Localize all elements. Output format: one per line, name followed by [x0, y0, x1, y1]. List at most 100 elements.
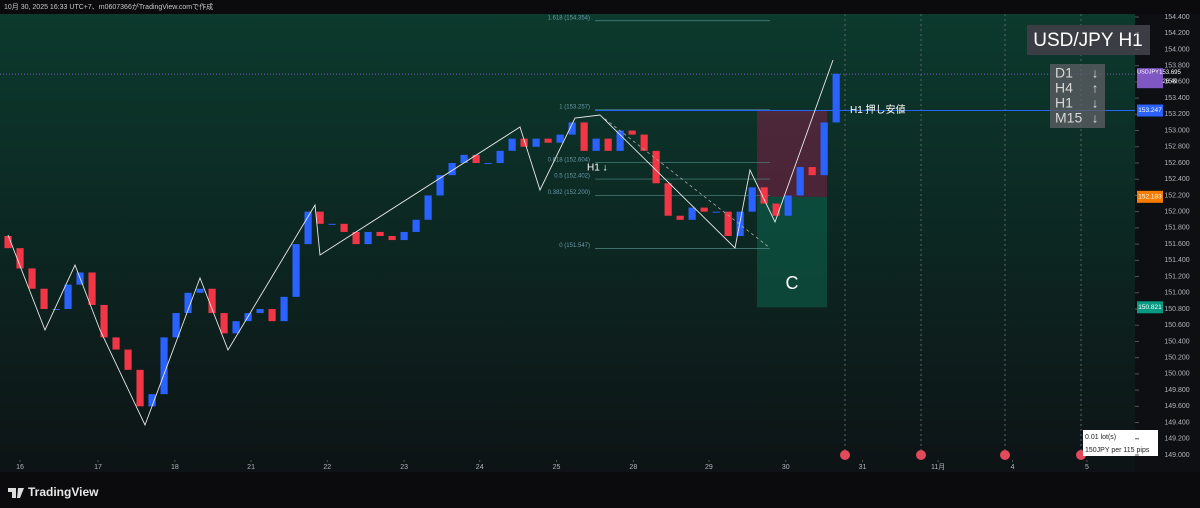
- x-tick-label: 17: [94, 464, 102, 471]
- price-tag: [1137, 190, 1163, 203]
- candle: [724, 211, 732, 236]
- candle: [256, 309, 264, 314]
- candle: [208, 288, 216, 314]
- timeframe-box: [1050, 64, 1105, 128]
- price-tag: [1137, 301, 1163, 314]
- candle: [136, 369, 144, 407]
- candle: [160, 337, 168, 395]
- candle: [484, 163, 492, 164]
- x-tick-label: 29: [705, 464, 713, 471]
- x-tick-label: 28: [629, 464, 637, 471]
- candle: [832, 73, 840, 123]
- event-icon[interactable]: [840, 450, 850, 460]
- candle: [580, 122, 588, 151]
- zigzag: [7, 59, 834, 427]
- candle: [172, 313, 180, 338]
- y-tick-label: 151.600: [1164, 241, 1189, 248]
- candle: [88, 272, 96, 305]
- x-tick-label: 11月: [931, 463, 945, 471]
- y-tick-label: 149.200: [1164, 436, 1189, 443]
- event-icon[interactable]: [1000, 450, 1010, 460]
- candle: [448, 163, 456, 176]
- candle: [352, 231, 360, 245]
- candle: [472, 154, 480, 163]
- candle: [604, 138, 612, 151]
- candle: [28, 268, 36, 289]
- candle: [808, 167, 816, 176]
- candle: [688, 207, 696, 220]
- candle: [124, 349, 132, 370]
- candle: [736, 211, 744, 236]
- x-tick-label: 23: [400, 464, 408, 471]
- last-price-label: 153.695: [1159, 70, 1181, 76]
- candle: [592, 138, 600, 151]
- signal-label: H1 ↓: [587, 163, 608, 174]
- price-tag-label: 153.247: [1138, 107, 1162, 114]
- candle: [40, 288, 48, 309]
- candle: [112, 337, 120, 350]
- candle: [760, 187, 768, 204]
- candle: [376, 231, 384, 236]
- timeframe: H1: [1055, 95, 1073, 111]
- candle: [100, 304, 108, 338]
- y-tick-label: 154.000: [1164, 46, 1189, 53]
- fib-label: 0.5 (152.402): [554, 174, 590, 180]
- last-price-tag: [1137, 68, 1163, 89]
- candle: [676, 215, 684, 220]
- y-tick-label: 153.600: [1164, 79, 1189, 86]
- timeframe-arrow: ↓: [1092, 110, 1099, 125]
- y-tick-label: 150.600: [1164, 322, 1189, 329]
- support-label: H1 押し安値: [850, 103, 906, 116]
- timeframe: D1: [1055, 65, 1073, 81]
- caption: 10月 30, 2025 16:33 UTC+7、m0607366がTradin…: [4, 2, 213, 11]
- y-tick-label: 150.000: [1164, 371, 1189, 378]
- candle: [772, 203, 780, 216]
- candle: [148, 394, 156, 407]
- candle: [616, 130, 624, 151]
- candle: [268, 309, 276, 322]
- y-tick-label: 149.600: [1164, 403, 1189, 410]
- candle: [436, 175, 444, 196]
- brand: TradingView: [28, 485, 99, 499]
- timeframe: H4: [1055, 80, 1073, 96]
- candle: [388, 236, 396, 241]
- candle: [664, 183, 672, 216]
- candle: [520, 138, 528, 147]
- candle: [796, 167, 804, 196]
- candle: [220, 313, 228, 334]
- timeframe: M15: [1055, 110, 1082, 126]
- timeframe-arrow: ↑: [1092, 80, 1099, 95]
- timeframe-arrow: ↓: [1092, 65, 1099, 80]
- fib-label: 1 (153.257): [559, 104, 590, 110]
- fib-label: 0.382 (152.200): [548, 190, 590, 196]
- price-tag-label: 150.821: [1138, 304, 1162, 311]
- candle: [16, 248, 24, 269]
- logo: [8, 488, 24, 498]
- buy-zone: [757, 196, 827, 308]
- y-tick-label: 152.400: [1164, 176, 1189, 183]
- position-size: 0.01 lot(s): [1085, 434, 1116, 441]
- x-tick-label: 4: [1011, 464, 1015, 471]
- price-tag-label: 152.183: [1138, 194, 1162, 201]
- candle: [400, 231, 408, 241]
- candle: [280, 296, 288, 322]
- candle: [316, 211, 324, 224]
- candle: [4, 236, 12, 249]
- event-icon[interactable]: [916, 450, 926, 460]
- event-icons: [840, 450, 1086, 460]
- candle: [496, 150, 504, 163]
- candle: [820, 122, 828, 176]
- x-tick-label: 18: [171, 464, 179, 471]
- chart-title: USD/JPY H1: [1033, 30, 1142, 51]
- x-tick-label: 22: [323, 464, 331, 471]
- y-tick-label: 150.200: [1164, 355, 1189, 362]
- y-tick-label: 149.800: [1164, 387, 1189, 394]
- fib-label: 0 (151.547): [559, 243, 590, 249]
- price-axis: [1135, 14, 1200, 472]
- candle: [568, 122, 576, 135]
- timeframe-arrow: ↓: [1092, 95, 1099, 110]
- zone-label: C: [786, 273, 799, 293]
- candle: [652, 150, 660, 184]
